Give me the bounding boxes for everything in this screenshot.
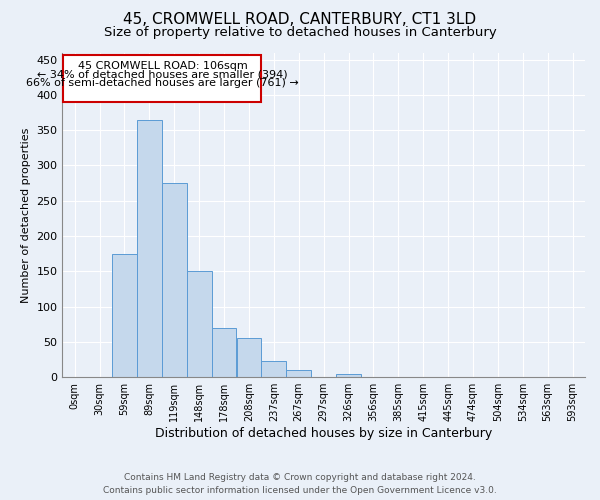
Bar — [336, 374, 361, 377]
Bar — [137, 120, 162, 377]
Text: 45 CROMWELL ROAD: 106sqm: 45 CROMWELL ROAD: 106sqm — [77, 61, 247, 71]
Y-axis label: Number of detached properties: Number of detached properties — [21, 127, 31, 302]
Bar — [112, 254, 137, 377]
Bar — [162, 183, 187, 377]
Text: 45, CROMWELL ROAD, CANTERBURY, CT1 3LD: 45, CROMWELL ROAD, CANTERBURY, CT1 3LD — [124, 12, 476, 28]
Bar — [262, 361, 286, 377]
Bar — [187, 272, 212, 377]
Text: Size of property relative to detached houses in Canterbury: Size of property relative to detached ho… — [104, 26, 496, 39]
Bar — [236, 338, 262, 377]
Text: Contains HM Land Registry data © Crown copyright and database right 2024.
Contai: Contains HM Land Registry data © Crown c… — [103, 474, 497, 495]
X-axis label: Distribution of detached houses by size in Canterbury: Distribution of detached houses by size … — [155, 427, 492, 440]
Text: 66% of semi-detached houses are larger (761) →: 66% of semi-detached houses are larger (… — [26, 78, 299, 88]
Bar — [286, 370, 311, 377]
FancyBboxPatch shape — [64, 56, 262, 102]
Bar — [212, 328, 236, 377]
Bar — [436, 376, 461, 377]
Text: ← 34% of detached houses are smaller (394): ← 34% of detached houses are smaller (39… — [37, 70, 288, 80]
